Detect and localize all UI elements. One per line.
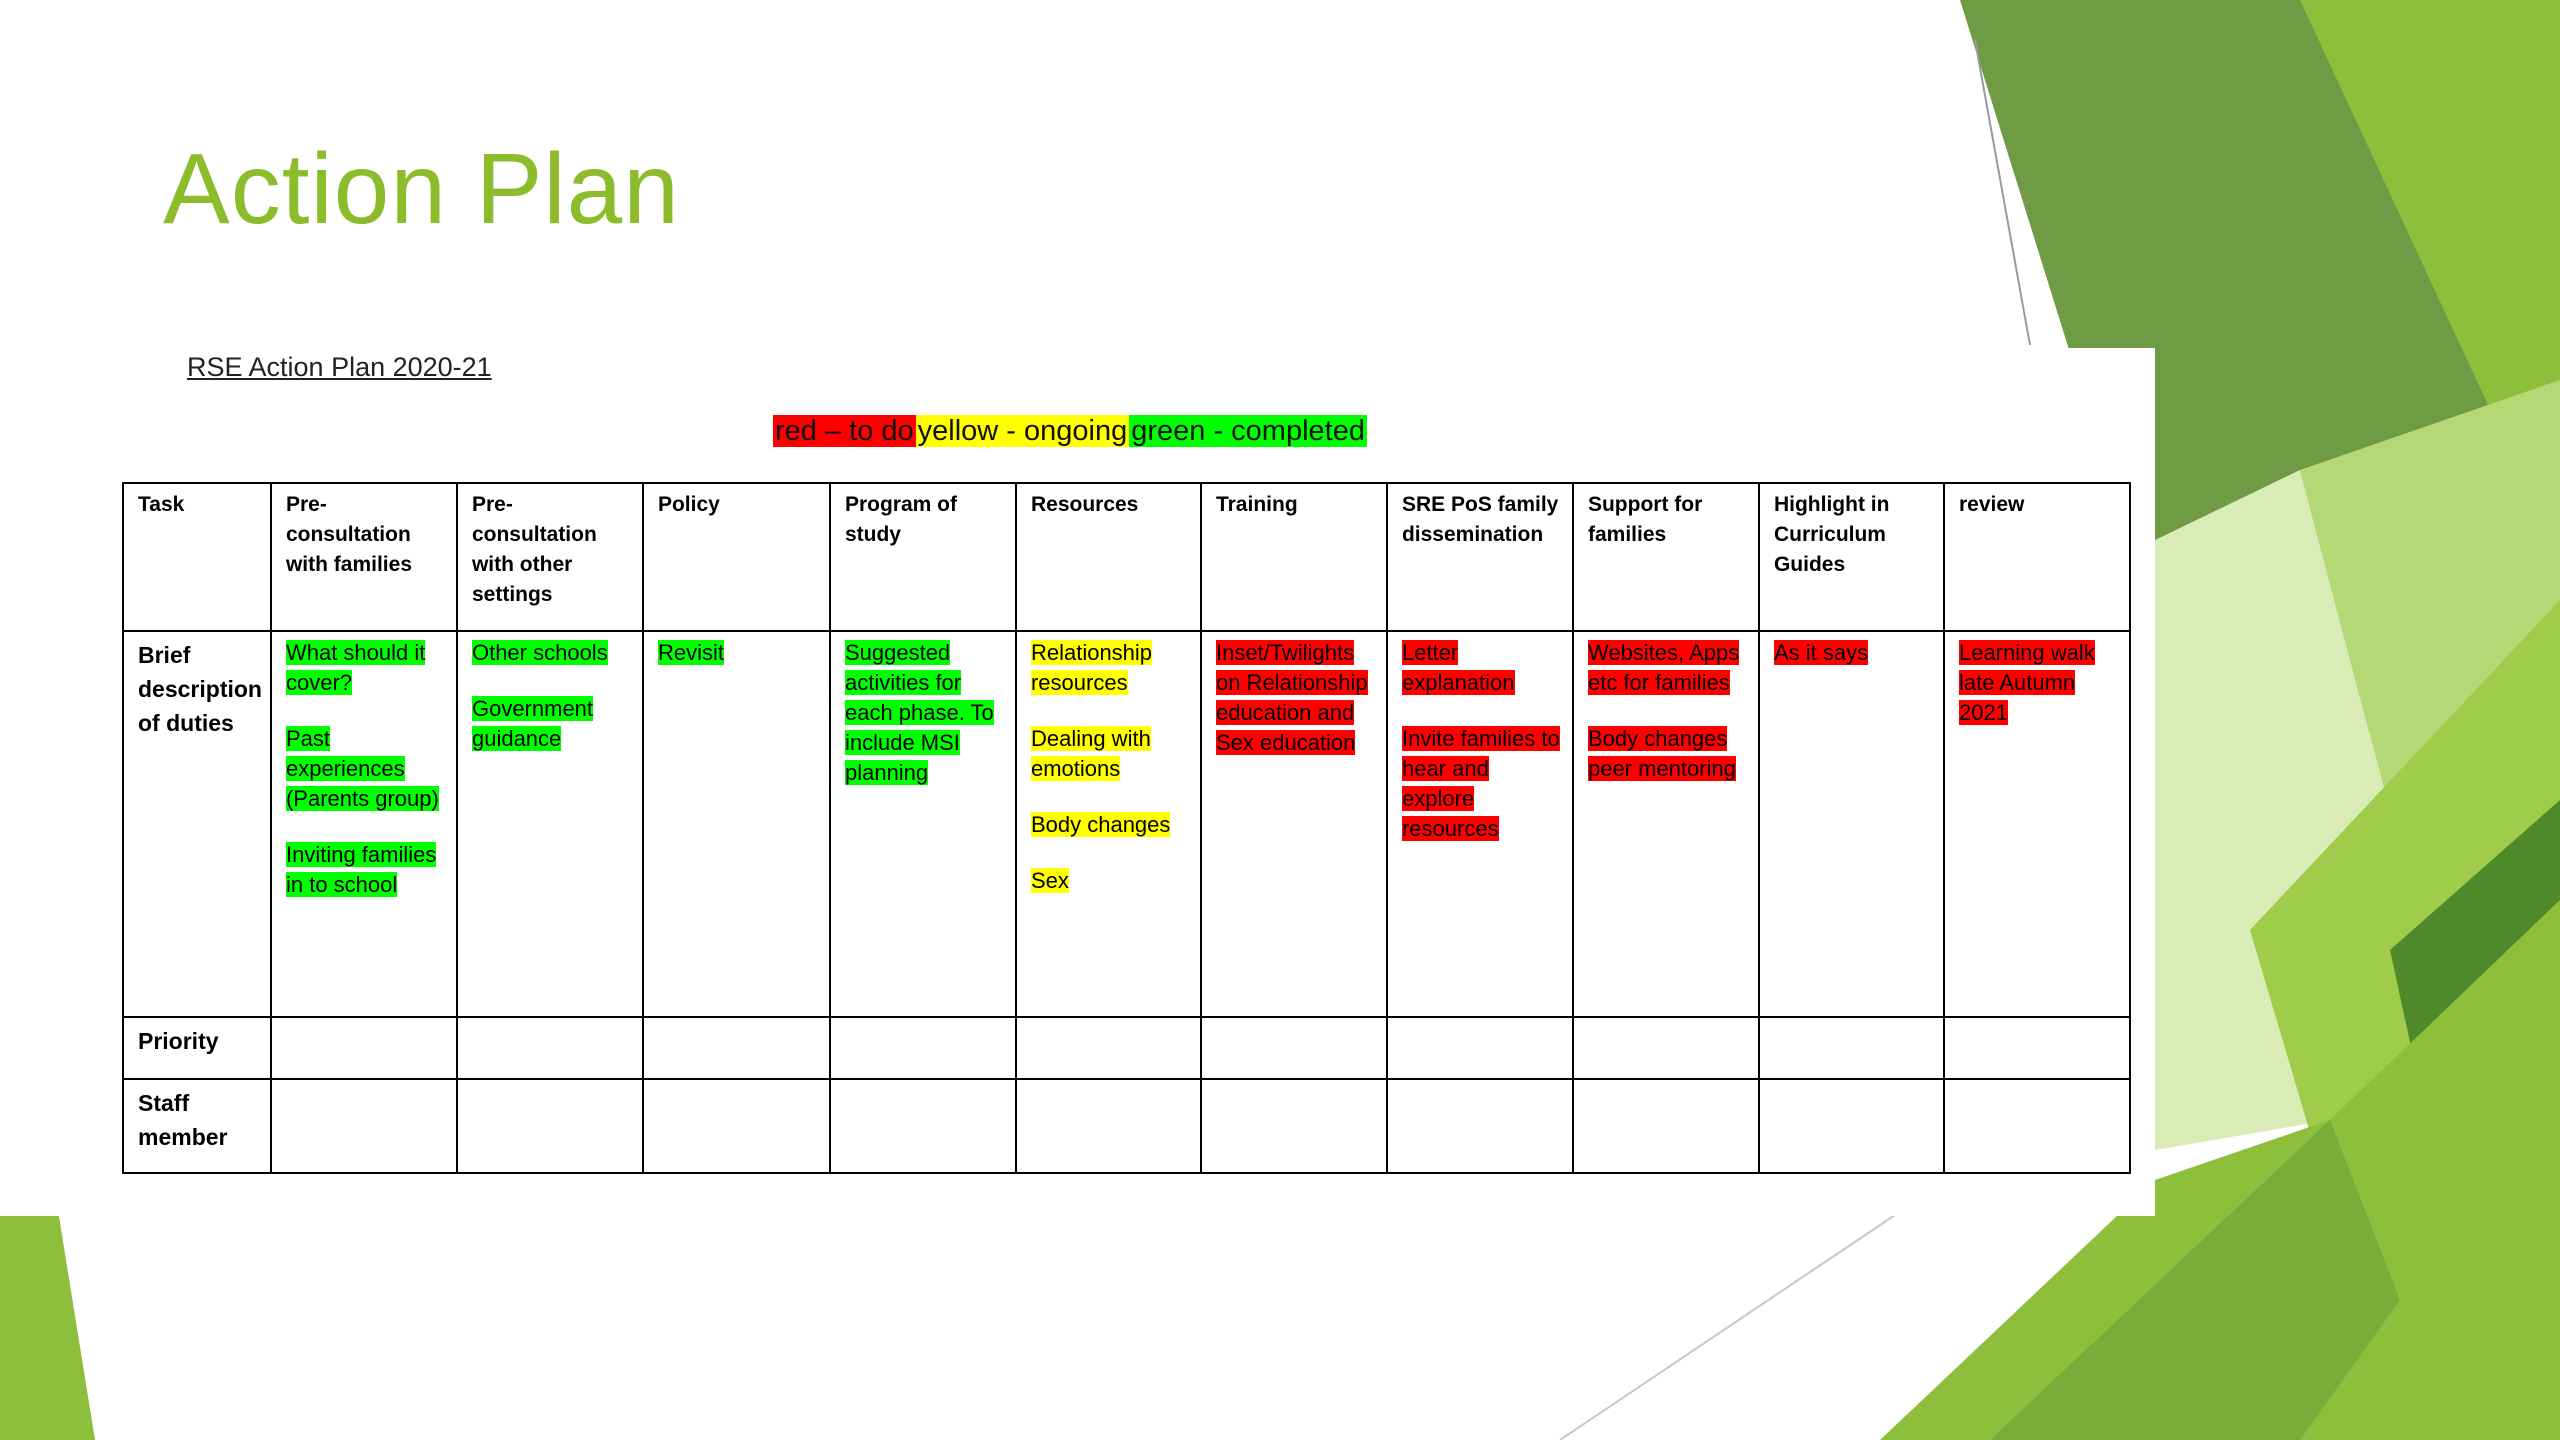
duty-item: Learning walk late Autumn 2021 [1958,638,2121,728]
staff-cell[interactable] [1199,1078,1388,1174]
duty-item-text: Revisit [657,640,724,665]
duty-item-text: Suggested activities for each phase. To … [844,640,994,785]
header-cell: Support for families [1571,482,1760,632]
action-plan-table: Task Pre-consultation with families Pre-… [122,482,2131,1174]
duty-cell: Other schools Government guidance [455,630,644,1018]
staff-cell[interactable] [1571,1078,1760,1174]
duties-row: Brief description of duties What should … [122,630,2131,1018]
duty-item-text: Government guidance [471,696,594,751]
priority-row: Priority [122,1016,2131,1080]
priority-cell[interactable] [455,1016,644,1080]
duty-cell: Websites, Apps etc for families Body chan… [1571,630,1760,1018]
duty-item-text: What should it cover? [285,640,426,695]
legend-red: red – to do [773,415,916,447]
staff-cell[interactable] [1757,1078,1945,1174]
status-legend: red – to do yellow - ongoing green - compl… [0,415,2140,448]
duty-item-text: Body changes [1030,812,1171,837]
duty-item-text: Learning walk late Autumn 2021 [1958,640,2095,725]
row-label-priority: Priority [122,1016,272,1080]
header-row: Task Pre-consultation with families Pre-… [122,482,2131,632]
header-cell: Resources [1014,482,1202,632]
duty-item: Inviting families in to school [285,840,448,900]
header-cell: SRE PoS family dissemination [1385,482,1574,632]
header-cell: Pre-consultation with families [269,482,458,632]
duty-item-text: Letter explanation [1401,640,1515,695]
staff-cell[interactable] [269,1078,458,1174]
duty-item-text: Past experiences (Parents group) [285,726,439,811]
duty-item: Dealing with emotions [1030,724,1192,784]
staff-cell[interactable] [455,1078,644,1174]
duty-item-text: As it says [1773,640,1869,665]
duty-cell: Letter explanation Invite families to hea… [1385,630,1574,1018]
bg-shape-bottom-dark [1990,1120,2400,1440]
duty-item-text: Body changes peer mentoring [1587,726,1736,781]
priority-cell[interactable] [641,1016,831,1080]
header-cell: Training [1199,482,1388,632]
duty-item: Relationship resources [1030,638,1192,698]
priority-cell[interactable] [1571,1016,1760,1080]
duty-item: Revisit [657,638,821,668]
duty-item-text: Inviting families in to school [285,842,437,897]
duty-cell: Inset/Twilights on Relationship educatio… [1199,630,1388,1018]
staff-cell[interactable] [1942,1078,2131,1174]
priority-cell[interactable] [1199,1016,1388,1080]
duty-item: Body changes peer mentoring [1587,724,1750,784]
row-label-staff: Staff member [122,1078,272,1174]
duty-item-text: Other schools [471,640,608,665]
staff-cell[interactable] [1385,1078,1574,1174]
duty-item: What should it cover? [285,638,448,698]
header-cell: Policy [641,482,831,632]
duty-item: Letter explanation [1401,638,1564,698]
legend-yellow: yellow - ongoing [915,415,1130,447]
header-cell: Task [122,482,272,632]
duty-item: Body changes [1030,810,1192,840]
priority-cell[interactable] [1385,1016,1574,1080]
duty-item: Invite families to hear and explore reso… [1401,724,1564,844]
duty-item: Past experiences (Parents group) [285,724,448,814]
duty-item: Websites, Apps etc for families [1587,638,1750,698]
header-cell: Program of study [828,482,1017,632]
slide-title: Action Plan [163,133,680,245]
staff-cell[interactable] [828,1078,1017,1174]
priority-cell[interactable] [828,1016,1017,1080]
header-cell: Pre-consultation with other settings [455,482,644,632]
duty-cell: As it says [1757,630,1945,1018]
duty-cell: What should it cover? Past experiences (P… [269,630,458,1018]
duty-item-text: Websites, Apps etc for families [1587,640,1740,695]
duty-cell: Suggested activities for each phase. To … [828,630,1017,1018]
priority-cell[interactable] [1757,1016,1945,1080]
priority-cell[interactable] [1014,1016,1202,1080]
duty-cell: Revisit [641,630,831,1018]
staff-cell[interactable] [641,1078,831,1174]
header-cell: Highlight in Curriculum Guides [1757,482,1945,632]
staff-row: Staff member [122,1078,2131,1174]
legend-green: green - completed [1129,415,1367,447]
duty-item: Government guidance [471,694,634,754]
duty-item: Suggested activities for each phase. To … [844,638,1007,788]
priority-cell[interactable] [1942,1016,2131,1080]
bg-line-bottom [1559,1214,1896,1440]
duty-cell: Relationship resources Dealing with emoti… [1014,630,1202,1018]
duty-item-text: Invite families to hear and explore reso… [1401,726,1560,841]
duty-cell: Learning walk late Autumn 2021 [1942,630,2131,1018]
header-cell: review [1942,482,2131,632]
duty-item: Sex [1030,866,1192,896]
duty-item-text: Dealing with emotions [1030,726,1151,781]
duty-item-text: Inset/Twilights on Relationship educatio… [1215,640,1368,755]
duty-item: Other schools [471,638,634,668]
duty-item: Inset/Twilights on Relationship educatio… [1215,638,1378,758]
duty-item-text: Relationship resources [1030,640,1153,695]
duty-item: As it says [1773,638,1935,668]
row-label-duties: Brief description of duties [122,630,272,1018]
bg-line-right [1974,39,2031,346]
document-title: RSE Action Plan 2020-21 [187,352,492,382]
priority-cell[interactable] [269,1016,458,1080]
staff-cell[interactable] [1014,1078,1202,1174]
duty-item-text: Sex [1030,868,1069,893]
